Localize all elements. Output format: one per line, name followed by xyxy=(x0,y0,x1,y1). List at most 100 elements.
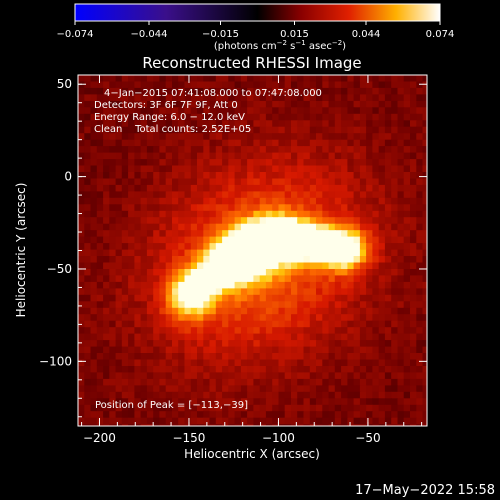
heatmap-cell xyxy=(297,113,305,121)
heatmap-cell xyxy=(378,146,386,154)
heatmap-cell xyxy=(153,75,161,83)
heatmap-cell xyxy=(316,424,323,426)
heatmap-cell xyxy=(184,301,192,309)
heatmap-cell xyxy=(397,120,405,128)
heatmap-cell xyxy=(115,178,123,186)
heatmap-cell xyxy=(197,100,204,108)
heatmap-cell xyxy=(159,81,167,89)
heatmap-cell xyxy=(240,424,248,426)
heatmap-cell xyxy=(84,126,92,134)
heatmap-cell xyxy=(347,256,355,264)
heatmap-cell xyxy=(259,184,267,192)
heatmap-cell xyxy=(416,146,424,154)
heatmap-cell xyxy=(397,165,405,173)
heatmap-cell xyxy=(165,294,173,302)
heatmap-cell xyxy=(215,230,223,238)
heatmap-cell xyxy=(410,327,417,335)
heatmap-cell xyxy=(215,152,223,160)
heatmap-cell xyxy=(240,100,248,108)
heatmap-cell xyxy=(265,191,273,199)
heatmap-cell xyxy=(234,120,242,128)
heatmap-cell xyxy=(78,126,85,134)
heatmap-cell xyxy=(228,391,236,399)
heatmap-cell xyxy=(159,366,167,374)
heatmap-cell xyxy=(153,275,161,283)
heatmap-cell xyxy=(366,94,373,102)
heatmap-cell xyxy=(372,230,380,238)
heatmap-cell xyxy=(316,417,323,425)
heatmap-cell xyxy=(384,288,392,296)
heatmap-cell xyxy=(341,359,348,367)
heatmap-cell xyxy=(121,320,129,328)
heatmap-cell xyxy=(366,100,373,108)
heatmap-cell xyxy=(265,178,273,186)
heatmap-cell xyxy=(209,197,217,205)
heatmap-cell xyxy=(109,191,117,199)
heatmap-cell xyxy=(172,184,179,192)
heatmap-cell xyxy=(184,159,192,167)
heatmap-cell xyxy=(90,327,98,335)
heatmap-cell xyxy=(209,359,217,367)
heatmap-cell xyxy=(359,262,367,270)
heatmap-cell xyxy=(353,172,361,180)
heatmap-cell xyxy=(397,146,405,154)
heatmap-cell xyxy=(341,249,348,257)
heatmap-cell xyxy=(284,75,292,83)
heatmap-cell xyxy=(391,385,399,393)
heatmap-cell xyxy=(397,353,405,361)
heatmap-cell xyxy=(272,75,280,83)
heatmap-cell xyxy=(353,243,361,251)
heatmap-cell xyxy=(372,217,380,225)
heatmap-cell xyxy=(265,217,273,225)
heatmap-cell xyxy=(297,210,305,218)
heatmap-cell xyxy=(197,126,204,134)
heatmap-cell xyxy=(140,417,148,425)
heatmap-cell xyxy=(416,320,424,328)
heatmap-cell xyxy=(184,126,192,134)
heatmap-cell xyxy=(209,249,217,257)
heatmap-cell xyxy=(197,204,204,212)
heatmap-cell xyxy=(172,113,179,121)
heatmap-cell xyxy=(197,94,204,102)
heatmap-cell xyxy=(397,398,405,406)
heatmap-cell xyxy=(259,113,267,121)
heatmap-cell xyxy=(172,152,179,160)
heatmap-cell xyxy=(378,340,386,348)
heatmap-cell xyxy=(134,359,142,367)
heatmap-cell xyxy=(247,159,254,167)
heatmap-cell xyxy=(172,107,179,115)
heatmap-cell xyxy=(159,281,167,289)
heatmap-cell xyxy=(234,275,242,283)
heatmap-cell xyxy=(297,320,305,328)
heatmap-cell xyxy=(109,184,117,192)
heatmap-cell xyxy=(265,87,273,95)
heatmap-cell xyxy=(134,204,142,212)
heatmap-cell xyxy=(341,281,348,289)
heatmap-cell xyxy=(359,391,367,399)
heatmap-cell xyxy=(322,184,330,192)
heatmap-cell xyxy=(322,249,330,257)
x-axis-label: Heliocentric X (arcsec) xyxy=(184,447,320,461)
heatmap-cell xyxy=(159,165,167,173)
heatmap-cell xyxy=(384,230,392,238)
heatmap-cell xyxy=(278,249,286,257)
heatmap-cell xyxy=(146,126,154,134)
heatmap-cell xyxy=(297,87,305,95)
heatmap-cell xyxy=(303,269,311,277)
heatmap-cell xyxy=(341,288,348,296)
heatmap-cell xyxy=(309,165,317,173)
heatmap-cell xyxy=(297,172,305,180)
heatmap-cell xyxy=(353,327,361,335)
heatmap-cell xyxy=(353,294,361,302)
heatmap-cell xyxy=(328,378,336,386)
heatmap-cell xyxy=(146,404,154,412)
heatmap-cell xyxy=(341,333,348,341)
heatmap-cell xyxy=(253,288,261,296)
heatmap-cell xyxy=(84,411,92,419)
heatmap-cell xyxy=(353,411,361,419)
heatmap-cell xyxy=(347,307,355,315)
heatmap-cell xyxy=(90,353,98,361)
heatmap-cell xyxy=(115,75,123,83)
heatmap-cell xyxy=(115,333,123,341)
heatmap-cell xyxy=(353,75,361,83)
